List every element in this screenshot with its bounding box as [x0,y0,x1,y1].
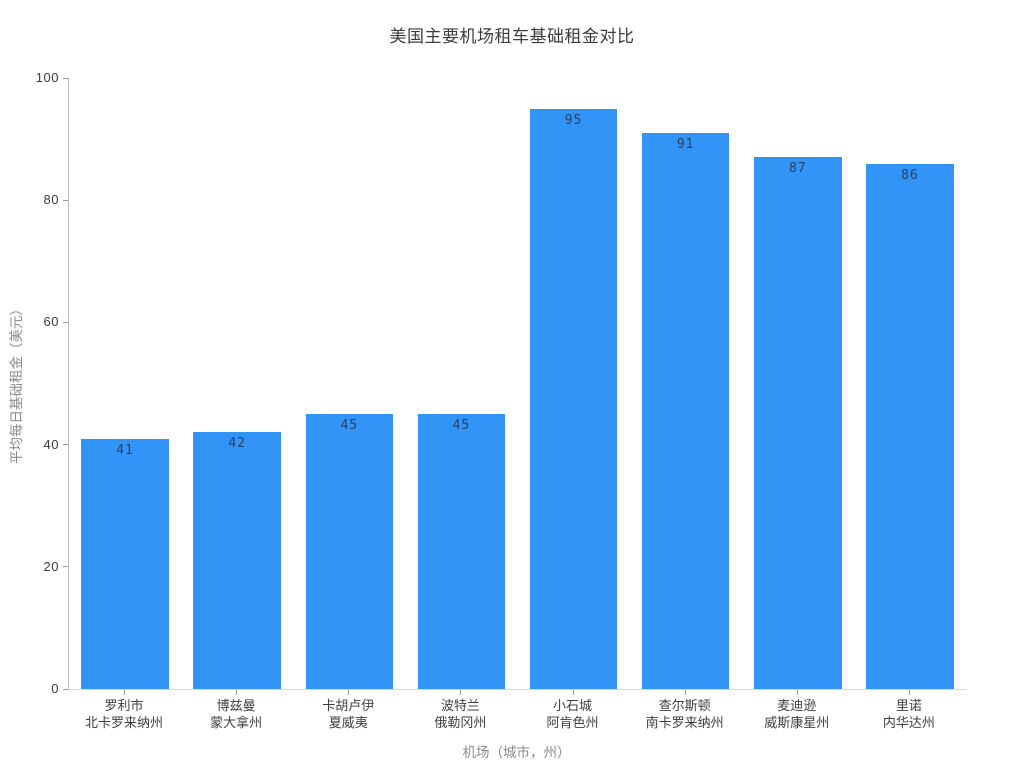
bar-卡胡卢伊: 45 [305,414,394,689]
x-tick-mark [684,690,686,695]
bar-value-label: 86 [901,167,919,183]
bar-value-label: 91 [676,137,695,152]
x-category-label: 卡胡卢伊 夏威夷 [263,697,433,731]
chart-title: 美国主要机场租车基础租金对比 [389,27,635,46]
x-category-state: 威斯康星州 [764,715,830,730]
x-tick-mark [460,690,462,695]
x-category-city: 罗利市 [104,698,144,713]
y-tick-mark [63,688,68,690]
x-category-state: 蒙大拿州 [210,715,263,730]
x-tick-mark [908,690,910,695]
bar-value-label: 45 [452,418,471,434]
x-category-city: 波特兰 [440,698,480,713]
y-tick-label: 20 [43,558,59,574]
x-category-label: 里诺 内华达州 [824,697,994,731]
bar-小石城: 95 [529,108,618,689]
x-category-label: 罗利市 北卡罗来纳州 [39,697,209,731]
x-tick-mark [796,690,798,695]
x-tick-mark [348,690,350,695]
bar-波特兰: 45 [417,414,506,689]
y-tick-label: 100 [35,70,59,85]
bar-里诺: 86 [866,163,954,689]
x-category-state: 俄勒冈州 [434,715,487,730]
x-category-label: 小石城 阿肯色州 [488,697,658,731]
y-tick-mark [63,321,68,323]
y-tick-label: 0 [51,681,59,696]
y-tick-mark [63,444,68,446]
x-category-city: 里诺 [895,698,922,713]
bar-查尔斯顿: 91 [641,133,730,689]
bar-麦迪逊: 87 [754,157,842,689]
x-category-state: 南卡罗来纳州 [645,715,724,730]
y-tick-label: 40 [43,436,59,452]
x-category-state: 北卡罗来纳州 [85,715,164,730]
y-tick-mark [63,199,68,201]
bar-value-label: 41 [116,442,134,458]
y-tick-label: 60 [43,314,59,330]
x-tick-mark [572,690,574,695]
x-tick-mark [124,690,126,695]
y-tick-mark [63,566,68,568]
x-tick-mark [236,690,238,695]
bar-value-label: 45 [340,418,359,434]
plot-area: 41 42 45 45 95 91 87 86 [68,78,966,690]
bar-罗利市: 41 [81,438,169,689]
y-tick-mark [63,77,68,79]
bar-博兹曼: 42 [193,432,281,689]
bar-value-label: 87 [788,161,807,177]
x-category-state: 内华达州 [882,715,935,730]
bar-value-label: 95 [564,112,583,128]
x-category-city: 小石城 [553,698,593,713]
x-category-state: 夏威夷 [328,715,368,730]
x-category-city: 卡胡卢伊 [322,698,375,713]
x-category-state: 阿肯色州 [546,715,599,730]
x-category-label: 波特兰 俄勒冈州 [375,697,545,731]
x-axis-title: 机场（城市，州） [462,745,571,760]
x-category-label: 麦迪逊 威斯康星州 [712,697,882,731]
x-category-city: 博兹曼 [216,698,256,713]
x-category-city: 麦迪逊 [777,698,817,713]
x-category-city: 查尔斯顿 [658,698,711,713]
x-category-label: 查尔斯顿南卡罗来纳州 [600,697,770,731]
bar-value-label: 42 [228,436,246,452]
y-tick-label: 80 [43,192,59,208]
x-category-label: 博兹曼 蒙大拿州 [151,697,321,731]
